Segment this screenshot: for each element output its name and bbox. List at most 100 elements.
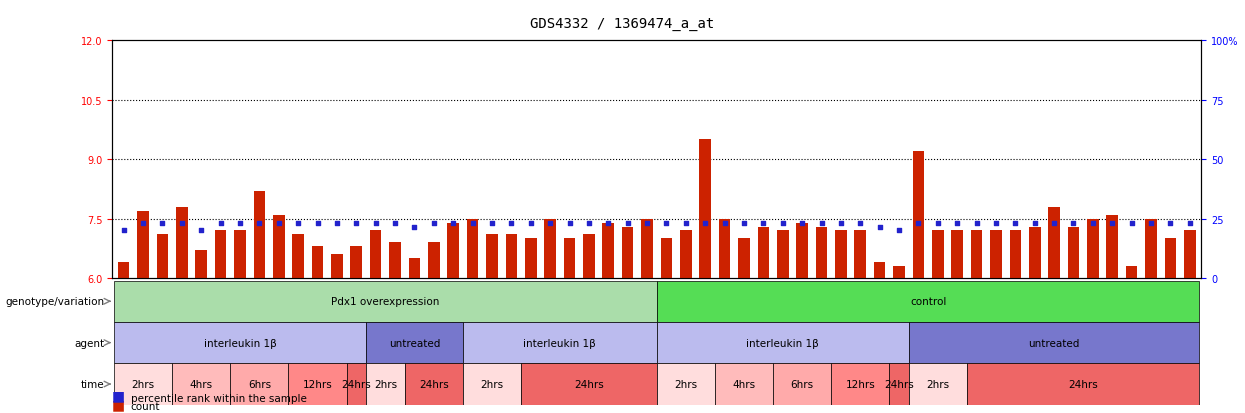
Point xyxy=(1025,220,1045,226)
FancyBboxPatch shape xyxy=(115,363,172,405)
Point xyxy=(599,220,619,226)
FancyBboxPatch shape xyxy=(773,363,832,405)
Bar xyxy=(564,239,575,278)
Text: ■: ■ xyxy=(112,397,126,411)
Point xyxy=(385,220,405,226)
FancyBboxPatch shape xyxy=(405,363,463,405)
FancyBboxPatch shape xyxy=(463,363,522,405)
Bar xyxy=(933,231,944,278)
Point xyxy=(482,220,502,226)
Bar xyxy=(486,235,498,278)
Text: genotype/variation: genotype/variation xyxy=(5,297,105,306)
Text: Pdx1 overexpression: Pdx1 overexpression xyxy=(331,297,439,306)
Text: percentile rank within the sample: percentile rank within the sample xyxy=(131,393,306,403)
Bar xyxy=(835,231,847,278)
Point xyxy=(308,220,327,226)
FancyBboxPatch shape xyxy=(832,363,889,405)
FancyBboxPatch shape xyxy=(463,322,657,363)
FancyBboxPatch shape xyxy=(115,281,657,322)
Point xyxy=(249,220,269,226)
Point xyxy=(346,220,366,226)
Point xyxy=(909,220,929,226)
Text: 24hrs: 24hrs xyxy=(341,379,371,389)
Text: GDS4332 / 1369474_a_at: GDS4332 / 1369474_a_at xyxy=(530,17,715,31)
Text: 4hrs: 4hrs xyxy=(189,379,213,389)
FancyBboxPatch shape xyxy=(657,281,1199,322)
Text: 12hrs: 12hrs xyxy=(303,379,332,389)
FancyBboxPatch shape xyxy=(172,363,230,405)
FancyBboxPatch shape xyxy=(230,363,289,405)
Point xyxy=(579,220,599,226)
Text: time: time xyxy=(81,379,105,389)
Bar xyxy=(815,227,828,278)
Point xyxy=(792,220,812,226)
FancyBboxPatch shape xyxy=(366,322,463,363)
Point xyxy=(753,220,773,226)
Bar xyxy=(408,259,421,278)
Point xyxy=(966,220,986,226)
Bar xyxy=(757,227,769,278)
Point xyxy=(559,220,579,226)
Bar xyxy=(1068,227,1079,278)
Text: 12hrs: 12hrs xyxy=(845,379,875,389)
Point xyxy=(1045,220,1064,226)
Point xyxy=(656,220,676,226)
Point xyxy=(540,220,560,226)
Bar xyxy=(370,231,381,278)
FancyBboxPatch shape xyxy=(657,322,909,363)
Bar xyxy=(718,219,731,278)
Text: 24hrs: 24hrs xyxy=(1068,379,1098,389)
Text: 6hrs: 6hrs xyxy=(791,379,814,389)
Text: interleukin 1β: interleukin 1β xyxy=(523,338,596,348)
Bar xyxy=(118,263,129,278)
Bar xyxy=(700,140,711,278)
Text: 2hrs: 2hrs xyxy=(481,379,503,389)
Point xyxy=(113,228,133,234)
Point xyxy=(1180,220,1200,226)
Bar xyxy=(1048,207,1059,278)
FancyBboxPatch shape xyxy=(909,322,1199,363)
Bar xyxy=(254,191,265,278)
Bar xyxy=(293,235,304,278)
Point xyxy=(1006,220,1026,226)
Bar xyxy=(874,263,885,278)
Point xyxy=(715,220,735,226)
Point xyxy=(928,220,947,226)
Text: 2hrs: 2hrs xyxy=(374,379,397,389)
Text: interleukin 1β: interleukin 1β xyxy=(746,338,819,348)
Point xyxy=(366,220,386,226)
Point xyxy=(502,220,522,226)
Point xyxy=(423,220,443,226)
Point xyxy=(172,220,192,226)
FancyBboxPatch shape xyxy=(889,363,909,405)
Bar xyxy=(583,235,595,278)
Point xyxy=(192,228,212,234)
Point xyxy=(986,220,1006,226)
Bar xyxy=(854,231,867,278)
Text: 4hrs: 4hrs xyxy=(732,379,756,389)
FancyBboxPatch shape xyxy=(522,363,657,405)
Bar xyxy=(797,223,808,278)
Bar xyxy=(157,235,168,278)
Bar xyxy=(1145,219,1157,278)
Bar xyxy=(525,239,537,278)
Text: 24hrs: 24hrs xyxy=(420,379,448,389)
Point xyxy=(288,220,308,226)
Point xyxy=(695,220,715,226)
Bar xyxy=(1184,231,1195,278)
Bar xyxy=(273,215,285,278)
Point xyxy=(443,220,463,226)
Bar xyxy=(234,231,245,278)
Point xyxy=(830,220,850,226)
Bar xyxy=(1010,231,1021,278)
Bar xyxy=(467,219,478,278)
Bar xyxy=(390,243,401,278)
Point xyxy=(947,220,967,226)
FancyBboxPatch shape xyxy=(967,363,1199,405)
Text: 24hrs: 24hrs xyxy=(574,379,604,389)
Point xyxy=(1142,220,1162,226)
Point xyxy=(889,228,909,234)
Point xyxy=(1160,220,1180,226)
Bar xyxy=(331,255,342,278)
Bar xyxy=(215,231,227,278)
